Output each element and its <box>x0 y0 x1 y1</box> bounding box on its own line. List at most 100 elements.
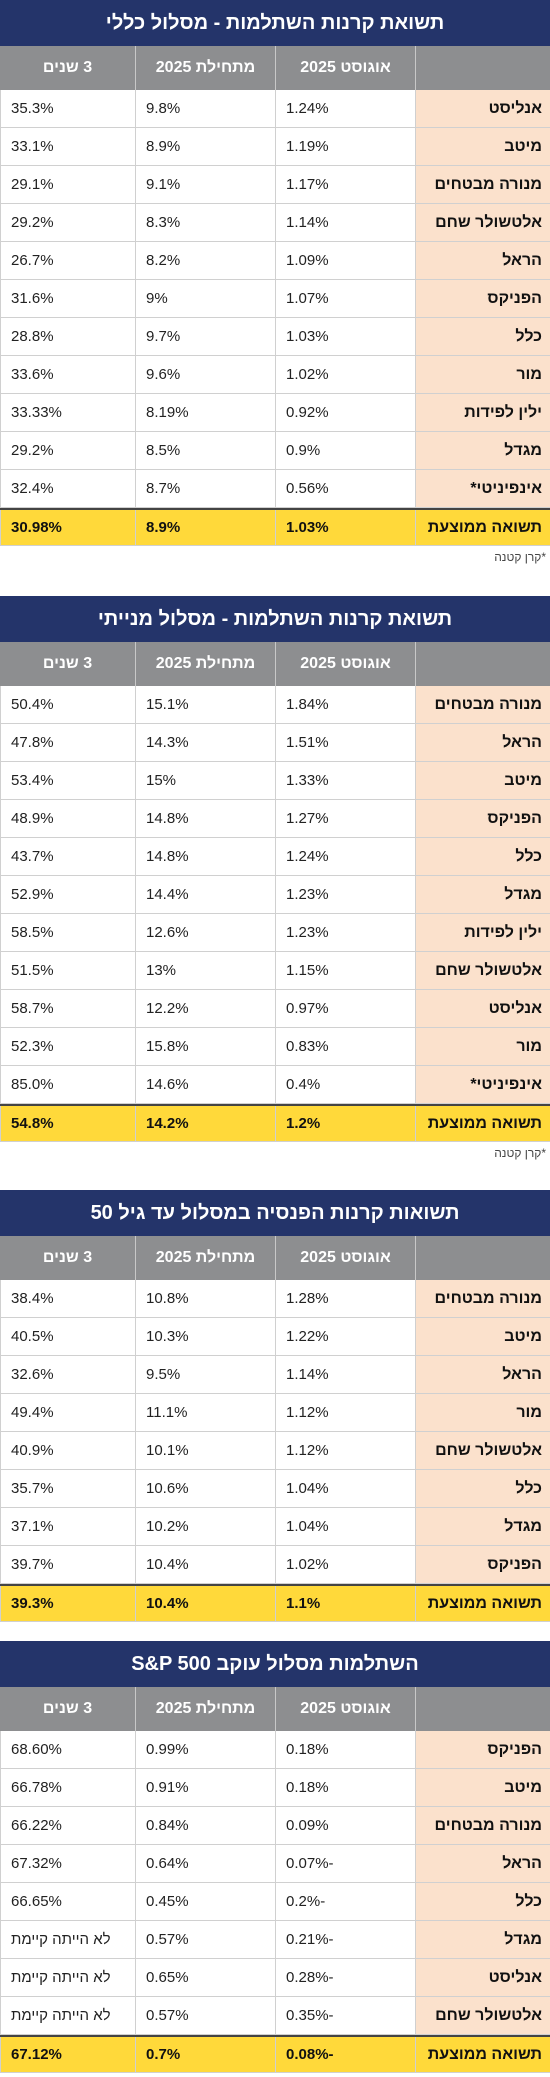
fund-name: אינפיניטי* <box>415 1066 550 1103</box>
average-august: 1.2% <box>275 1106 415 1141</box>
august-return: 1.84% <box>275 686 415 723</box>
august-return: 0.4% <box>275 1066 415 1103</box>
average-3-years: 39.3% <box>0 1586 135 1621</box>
header-3-years: 3 שנים <box>42 655 93 672</box>
fund-name: הפניקס <box>415 1546 550 1583</box>
average-ytd: 10.4% <box>135 1586 275 1621</box>
table-row: כלל 1.04% 10.6% 35.7% <box>0 1470 550 1508</box>
august-return: 0.92% <box>275 394 415 431</box>
table-row: מיטב 1.19% 8.9% 33.1% <box>0 128 550 166</box>
ytd-return: 8.3% <box>135 204 275 241</box>
fund-name: הפניקס <box>415 800 550 837</box>
august-return: 1.51% <box>275 724 415 761</box>
table-row: מנורה מבטחים 0.09% 0.84% 66.22% <box>0 1807 550 1845</box>
average-label: תשואה ממוצעת <box>415 1586 550 1621</box>
average-august: 1.03% <box>275 510 415 545</box>
fund-name: מור <box>415 1394 550 1431</box>
header-3-years: 3 שנים <box>42 59 93 76</box>
ytd-return: 0.84% <box>135 1807 275 1844</box>
table-row: הראל -0.07% 0.64% 67.32% <box>0 1845 550 1883</box>
august-return: 1.15% <box>275 952 415 989</box>
august-return: 1.03% <box>275 318 415 355</box>
august-return: 1.02% <box>275 1546 415 1583</box>
three-year-return: לא הייתה קיימת <box>0 1997 135 2034</box>
ytd-return: 8.5% <box>135 432 275 469</box>
ytd-return: 8.9% <box>135 128 275 165</box>
ytd-return: 0.64% <box>135 1845 275 1882</box>
fund-name: כלל <box>415 1470 550 1507</box>
three-year-return: 33.1% <box>0 128 135 165</box>
fund-name: הפניקס <box>415 280 550 317</box>
average-row: תשואה ממוצעת 1.1% 10.4% 39.3% <box>0 1584 550 1622</box>
three-year-return: 58.5% <box>0 914 135 951</box>
fund-name: מיטב <box>415 1769 550 1806</box>
august-return: 1.24% <box>275 838 415 875</box>
fund-name: אינפיניטי* <box>415 470 550 507</box>
footnote: *קרן קטנה <box>494 550 546 564</box>
returns-table: תשואות קרנות הפנסיה במסלול עד גיל 50 אוגו… <box>0 1190 550 1622</box>
average-row: תשואה ממוצעת 1.2% 14.2% 54.8% <box>0 1104 550 1142</box>
table-row: כלל 1.24% 14.8% 43.7% <box>0 838 550 876</box>
average-3-years: 67.12% <box>0 2037 135 2072</box>
header-ytd: מתחילת 2025 <box>135 642 275 686</box>
three-year-return: 37.1% <box>0 1508 135 1545</box>
table-row: אלטשולר שחם 1.12% 10.1% 40.9% <box>0 1432 550 1470</box>
ytd-return: 12.6% <box>135 914 275 951</box>
ytd-return: 15.1% <box>135 686 275 723</box>
header-3-years: 3 שנים <box>42 1249 93 1266</box>
ytd-return: 14.6% <box>135 1066 275 1103</box>
fund-name: מגדל <box>415 876 550 913</box>
ytd-return: 0.57% <box>135 1921 275 1958</box>
fund-name: אנליסט <box>415 1959 550 1996</box>
header-august: אוגוסט 2025 <box>275 46 415 90</box>
three-year-return: 35.7% <box>0 1470 135 1507</box>
ytd-return: 0.45% <box>135 1883 275 1920</box>
header-ytd: מתחילת 2025 <box>135 1236 275 1280</box>
ytd-return: 10.2% <box>135 1508 275 1545</box>
three-year-return: 38.4% <box>0 1280 135 1317</box>
august-return: -0.28% <box>275 1959 415 1996</box>
table-header: אוגוסט 2025 מתחילת 2025 3 שנים <box>0 46 550 90</box>
three-year-return: 29.2% <box>0 204 135 241</box>
august-return: 1.14% <box>275 1356 415 1393</box>
august-return: 1.14% <box>275 204 415 241</box>
three-year-return: 85.0% <box>0 1066 135 1103</box>
ytd-return: 12.2% <box>135 990 275 1027</box>
ytd-return: 14.3% <box>135 724 275 761</box>
three-year-return: 66.22% <box>0 1807 135 1844</box>
ytd-return: 0.65% <box>135 1959 275 1996</box>
ytd-return: 14.8% <box>135 800 275 837</box>
average-ytd: 8.9% <box>135 510 275 545</box>
fund-name: ילין לפידות <box>415 394 550 431</box>
three-year-return: 29.2% <box>0 432 135 469</box>
table-row: הפניקס 1.07% 9% 31.6% <box>0 280 550 318</box>
ytd-return: 10.3% <box>135 1318 275 1355</box>
table-header: אוגוסט 2025 מתחילת 2025 3 שנים <box>0 642 550 686</box>
returns-table: השתלמות מסלול עוקב S&P 500 אוגוסט 2025 מתח… <box>0 1641 550 2073</box>
three-year-return: 66.65% <box>0 1883 135 1920</box>
table-row: מיטב 0.18% 0.91% 66.78% <box>0 1769 550 1807</box>
fund-name: מור <box>415 356 550 393</box>
average-3-years: 30.98% <box>0 510 135 545</box>
three-year-return: 39.7% <box>0 1546 135 1583</box>
three-year-return: 40.9% <box>0 1432 135 1469</box>
three-year-return: 66.78% <box>0 1769 135 1806</box>
august-return: 1.12% <box>275 1432 415 1469</box>
ytd-return: 0.99% <box>135 1731 275 1768</box>
three-year-return: 31.6% <box>0 280 135 317</box>
three-year-return: 33.6% <box>0 356 135 393</box>
table-row: מיטב 1.33% 15% 53.4% <box>0 762 550 800</box>
ytd-return: 9.5% <box>135 1356 275 1393</box>
three-year-return: 52.3% <box>0 1028 135 1065</box>
table-row: כלל -0.2% 0.45% 66.65% <box>0 1883 550 1921</box>
header-fund-cell <box>415 46 550 90</box>
fund-name: אלטשולר שחם <box>415 952 550 989</box>
header-august: אוגוסט 2025 <box>275 642 415 686</box>
table-row: מגדל 1.04% 10.2% 37.1% <box>0 1508 550 1546</box>
table-row: אנליסט 0.97% 12.2% 58.7% <box>0 990 550 1028</box>
fund-name: מגדל <box>415 432 550 469</box>
ytd-return: 8.2% <box>135 242 275 279</box>
three-year-return: 58.7% <box>0 990 135 1027</box>
ytd-return: 10.8% <box>135 1280 275 1317</box>
